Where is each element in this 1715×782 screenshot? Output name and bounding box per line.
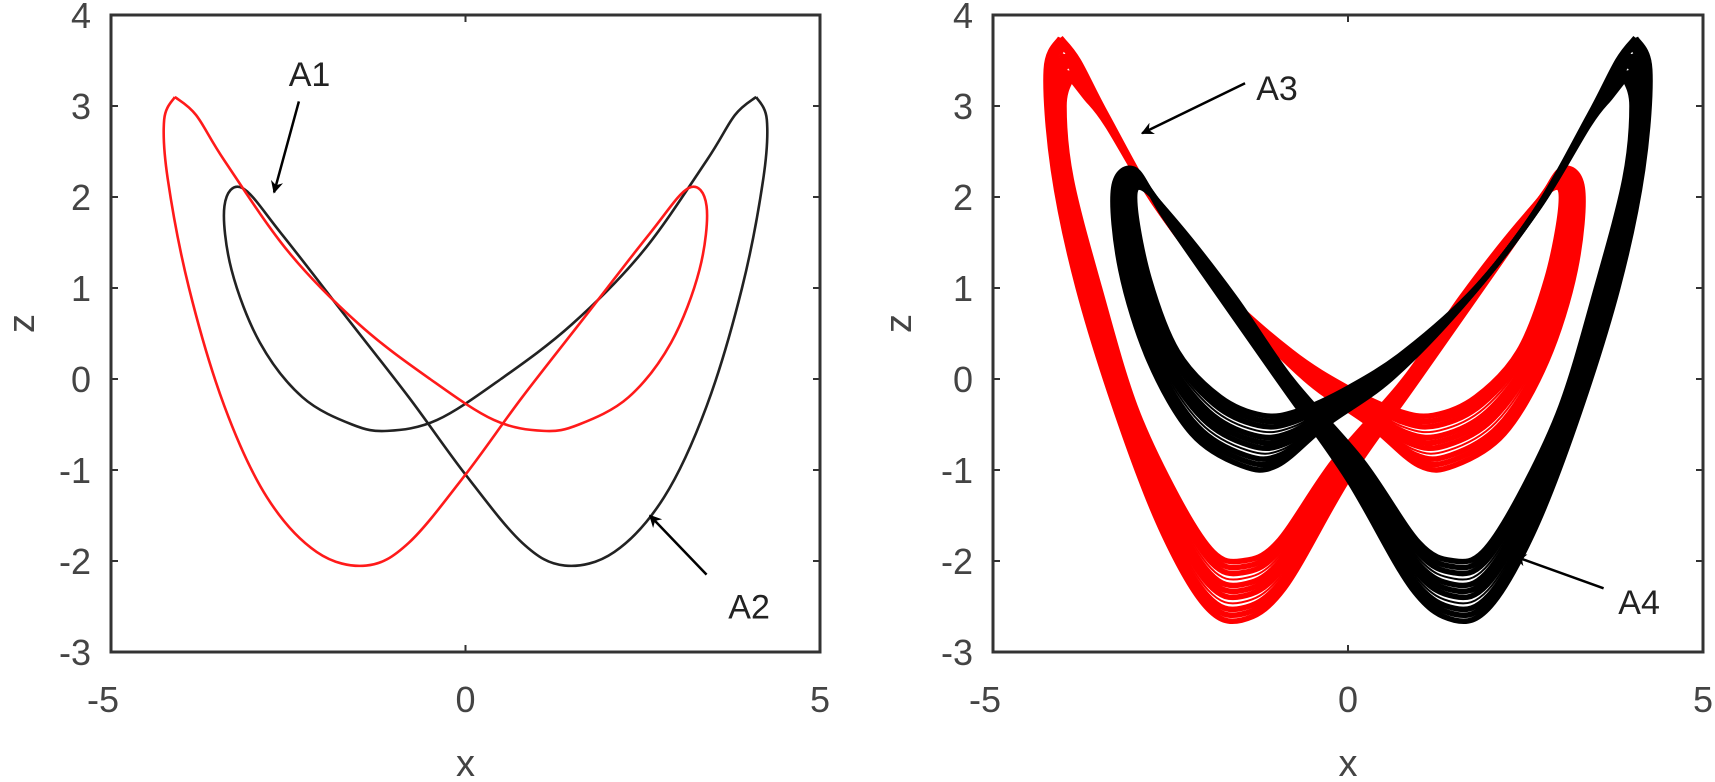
y-tick-label: 4 bbox=[71, 0, 91, 36]
x-tick-label: -5 bbox=[87, 679, 119, 720]
annotation-label: A1 bbox=[289, 56, 331, 94]
annotation-label: A2 bbox=[728, 589, 770, 627]
x-axis-label: x bbox=[456, 743, 475, 782]
annotation-label: A4 bbox=[1618, 584, 1660, 622]
y-tick-label: -1 bbox=[59, 450, 91, 491]
axes-box bbox=[109, 13, 822, 654]
y-tick-label: 1 bbox=[953, 268, 973, 309]
x-tick-label: 5 bbox=[810, 679, 830, 720]
x-tick-label: 0 bbox=[1338, 679, 1358, 720]
left-plot: -5 0 5 4 3 2 1 0 -1 -2 -3 x z A1 A2 bbox=[1, 0, 830, 782]
y-tick-label: -3 bbox=[59, 632, 91, 673]
y-tick-label: -2 bbox=[941, 541, 973, 582]
y-tick-label: 0 bbox=[953, 359, 973, 400]
right-plot: -5 0 5 4 3 2 1 0 -1 -2 -3 x z A3 A4 bbox=[878, 0, 1713, 782]
black-attractor-band bbox=[1110, 35, 1653, 625]
y-tick-label: 3 bbox=[953, 86, 973, 127]
y-tick-label: 2 bbox=[953, 177, 973, 218]
annotation-arrow bbox=[648, 514, 708, 576]
annotation-arrow bbox=[1513, 554, 1605, 590]
y-tick-label: 1 bbox=[71, 268, 91, 309]
trajectory-strand bbox=[1131, 77, 1635, 565]
red-orbit-line bbox=[162, 95, 709, 568]
y-tick-label: 4 bbox=[953, 0, 973, 36]
y-tick-label: 0 bbox=[71, 359, 91, 400]
y-tick-label: 3 bbox=[71, 86, 91, 127]
annotation-arrow bbox=[1140, 82, 1246, 135]
y-tick-label: -3 bbox=[941, 632, 973, 673]
x-tick-label: 0 bbox=[455, 679, 475, 720]
y-axis-label: z bbox=[878, 314, 920, 333]
x-tick-label: -5 bbox=[969, 679, 1001, 720]
y-axis-label: z bbox=[1, 314, 43, 333]
y-tick-label: 2 bbox=[71, 177, 91, 218]
x-tick-label: 5 bbox=[1693, 679, 1713, 720]
x-axis-label: x bbox=[1339, 743, 1358, 782]
annotation-arrow bbox=[270, 101, 301, 194]
black-orbit-line bbox=[222, 95, 769, 568]
annotation-label: A3 bbox=[1256, 70, 1298, 108]
y-tick-label: -1 bbox=[941, 450, 973, 491]
y-tick-label: -2 bbox=[59, 541, 91, 582]
